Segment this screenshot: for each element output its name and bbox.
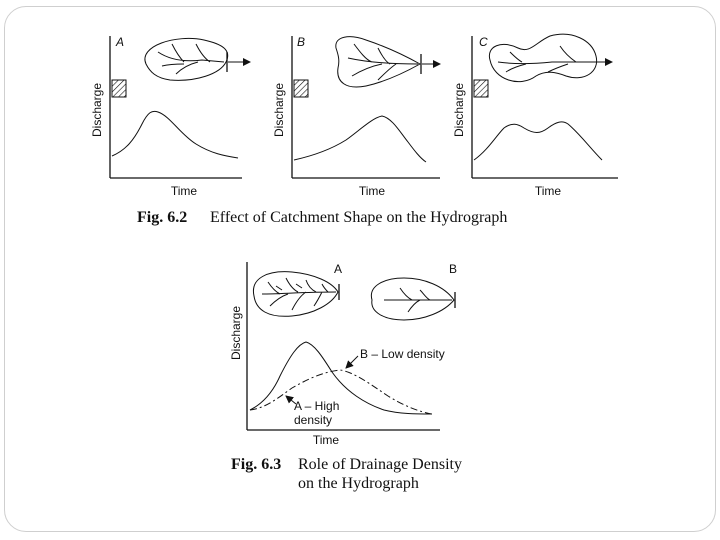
fig63-label-b: B – Low density: [360, 347, 445, 361]
panel-b-hydrograph: [293, 115, 427, 163]
fig63-hydrograph-b: [249, 369, 433, 415]
panel-c-rainfall-block: [473, 79, 489, 98]
fig63: Discharge Time A B B – Low density A – H…: [229, 262, 457, 447]
panel-a-xlabel: Time: [171, 184, 198, 198]
panel-c-catchment-outline: [488, 33, 598, 83]
panel-c-ylabel: Discharge: [452, 83, 466, 137]
panel-a-catchment-outline: [144, 37, 229, 81]
panel-b: B Discharge Time: [272, 35, 441, 198]
panel-a-rainfall-block: [111, 79, 127, 98]
fig62-caption-text: Effect of Catchment Shape on the Hydrogr…: [210, 209, 507, 226]
fig63-caption-number: Fig. 6.3: [231, 456, 281, 473]
panel-c-letter: C: [479, 35, 488, 49]
panel-a: A Discharge Time: [90, 35, 251, 198]
panel-a-drainage-network: [157, 43, 225, 75]
fig63-caption-line2: on the Hydrograph: [298, 475, 419, 492]
fig63-catchment-b-outline: [370, 277, 455, 321]
fig63-caption-line1: Role of Drainage Density: [298, 456, 462, 473]
fig63-xlabel: Time: [313, 433, 340, 447]
fig62-caption-number: Fig. 6.2: [137, 209, 187, 226]
fig63-label-a-line1: A – High: [294, 399, 339, 413]
fig63-letter-a: A: [334, 262, 342, 276]
panel-a-hydrograph: [111, 110, 239, 159]
panel-b-ylabel: Discharge: [272, 83, 286, 137]
panel-a-ylabel: Discharge: [90, 83, 104, 137]
panel-a-letter: A: [115, 35, 124, 49]
panel-b-drainage-network: [347, 43, 419, 81]
fig63-ylabel: Discharge: [229, 306, 243, 360]
panel-b-xlabel: Time: [359, 184, 386, 198]
fig63-label-a-line2: density: [294, 413, 332, 427]
fig63-label-b-leader: [345, 355, 359, 369]
panel-c-drainage-network: [497, 45, 596, 73]
panel-b-letter: B: [297, 35, 305, 49]
panel-b-rainfall-block: [293, 79, 309, 98]
fig63-hydrograph-a: [249, 341, 433, 415]
panel-c-xlabel: Time: [535, 184, 562, 198]
fig63-catchment-a-outline: [253, 271, 339, 317]
fig63-catchment-b-drainage: [383, 287, 452, 313]
panel-c-hydrograph: [473, 121, 603, 161]
fig63-letter-b: B: [449, 262, 457, 276]
fig63-label-a-leader: [285, 395, 297, 405]
panel-b-catchment-outline: [335, 36, 422, 88]
panel-c: C Discharge Time: [452, 33, 618, 198]
fig63-catchment-a-drainage: [261, 277, 337, 311]
